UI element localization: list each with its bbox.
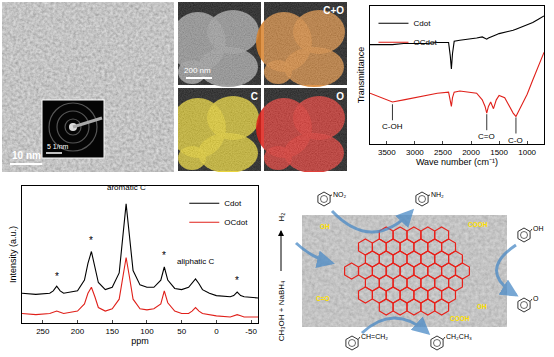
svg-text:C-OH: C-OH (382, 122, 403, 131)
svg-text:100: 100 (140, 327, 154, 336)
svg-text:0: 0 (214, 327, 219, 336)
svg-text:CH=CH₂: CH=CH₂ (361, 333, 388, 340)
svg-text:200: 200 (71, 327, 85, 336)
svg-text:*: * (162, 250, 166, 261)
svg-text:CH₃OH + NaBH₄: CH₃OH + NaBH₄ (277, 281, 286, 342)
svg-text:Intensity (a.u.): Intensity (a.u.) (8, 226, 18, 283)
svg-text:aliphatic C: aliphatic C (177, 257, 215, 266)
svg-text:CH₂CH₃: CH₂CH₃ (446, 333, 472, 340)
svg-text:3000: 3000 (406, 148, 424, 157)
svg-text:150: 150 (106, 327, 120, 336)
svg-text:Wave number (cm⁻¹): Wave number (cm⁻¹) (416, 157, 498, 167)
svg-text:Cdot: Cdot (224, 199, 242, 208)
svg-text:OH: OH (320, 223, 330, 230)
svg-text:OH: OH (533, 225, 544, 232)
svg-text:2000: 2000 (462, 148, 480, 157)
svg-text:50: 50 (177, 327, 186, 336)
svg-text:H₂: H₂ (277, 213, 286, 222)
svg-text:200 nm: 200 nm (184, 66, 211, 75)
svg-text:C+O: C+O (323, 5, 344, 16)
svg-text:C=O: C=O (478, 132, 495, 141)
svg-text:OCdot: OCdot (224, 218, 248, 227)
svg-text:-50: -50 (245, 327, 257, 336)
svg-text:*: * (235, 275, 239, 286)
svg-text:1000: 1000 (518, 148, 536, 157)
svg-text:*: * (55, 271, 59, 282)
svg-text:C=O: C=O (316, 295, 330, 302)
svg-text:250: 250 (36, 327, 50, 336)
svg-text:1500: 1500 (490, 148, 508, 157)
svg-text:O: O (336, 91, 344, 102)
svg-text:O: O (533, 295, 539, 302)
svg-text:Cdot: Cdot (413, 19, 431, 28)
svg-text:ppm: ppm (131, 336, 149, 346)
svg-text:3500: 3500 (378, 148, 396, 157)
svg-text:Transmittance: Transmittance (356, 47, 366, 104)
svg-text:10 nm: 10 nm (12, 150, 41, 161)
svg-text:COOH: COOH (468, 221, 488, 228)
svg-text:OCdot: OCdot (413, 38, 437, 47)
svg-text:OH: OH (477, 303, 487, 310)
svg-text:C-O: C-O (508, 136, 523, 145)
svg-text:aromatic C: aromatic C (107, 183, 146, 192)
svg-text:NH₂: NH₂ (431, 191, 444, 198)
svg-text:C: C (251, 91, 258, 102)
svg-text:5 1/nm: 5 1/nm (47, 143, 69, 150)
svg-text:NO₂: NO₂ (333, 191, 347, 198)
svg-text:2500: 2500 (434, 148, 452, 157)
svg-text:COOH: COOH (450, 315, 470, 322)
svg-text:*: * (89, 235, 93, 246)
